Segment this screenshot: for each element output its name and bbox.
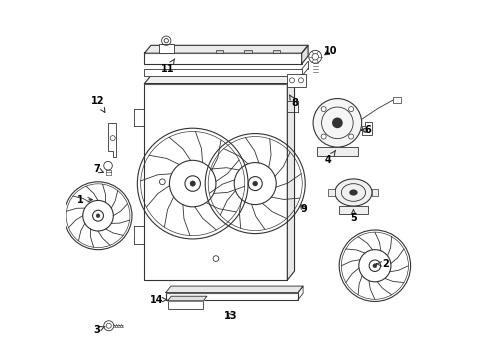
Bar bbox=[392, 98, 400, 103]
Circle shape bbox=[96, 214, 100, 218]
Bar bbox=[371, 189, 377, 196]
Polygon shape bbox=[167, 296, 206, 301]
Circle shape bbox=[321, 134, 325, 139]
Text: 8: 8 bbox=[289, 95, 297, 108]
Bar bbox=[165, 293, 298, 300]
Bar bbox=[338, 206, 367, 214]
Bar bbox=[144, 53, 301, 64]
Polygon shape bbox=[362, 122, 372, 135]
Bar bbox=[316, 147, 357, 156]
Circle shape bbox=[190, 181, 195, 186]
Text: 10: 10 bbox=[323, 46, 336, 57]
Bar bbox=[167, 301, 203, 309]
Circle shape bbox=[331, 117, 342, 128]
Text: 12: 12 bbox=[91, 96, 104, 112]
Text: 14: 14 bbox=[150, 295, 166, 305]
Text: 5: 5 bbox=[349, 210, 356, 222]
Text: 3: 3 bbox=[93, 325, 105, 335]
Text: 6: 6 bbox=[361, 125, 370, 135]
Text: 2: 2 bbox=[376, 259, 388, 269]
Bar bbox=[216, 50, 223, 53]
Ellipse shape bbox=[334, 179, 371, 206]
Circle shape bbox=[348, 134, 353, 139]
Polygon shape bbox=[144, 45, 307, 53]
Text: 4: 4 bbox=[325, 150, 335, 165]
Circle shape bbox=[312, 99, 361, 147]
Ellipse shape bbox=[348, 189, 357, 195]
Circle shape bbox=[321, 107, 325, 112]
Circle shape bbox=[372, 264, 376, 268]
Text: 7: 7 bbox=[93, 164, 103, 174]
Bar bbox=[286, 73, 305, 87]
Polygon shape bbox=[165, 286, 303, 293]
Bar bbox=[159, 44, 173, 53]
Circle shape bbox=[363, 128, 366, 132]
Polygon shape bbox=[287, 75, 294, 280]
Polygon shape bbox=[108, 123, 116, 157]
Bar bbox=[144, 84, 287, 280]
Bar bbox=[144, 69, 301, 76]
Bar bbox=[272, 50, 280, 53]
Text: 13: 13 bbox=[223, 311, 237, 321]
Polygon shape bbox=[144, 75, 294, 84]
Text: 1: 1 bbox=[77, 195, 92, 204]
Circle shape bbox=[252, 181, 257, 186]
Polygon shape bbox=[301, 45, 307, 64]
Text: 11: 11 bbox=[161, 59, 174, 74]
Bar bbox=[328, 189, 334, 196]
Text: 9: 9 bbox=[300, 203, 306, 213]
Bar bbox=[244, 50, 251, 53]
Circle shape bbox=[348, 107, 353, 112]
